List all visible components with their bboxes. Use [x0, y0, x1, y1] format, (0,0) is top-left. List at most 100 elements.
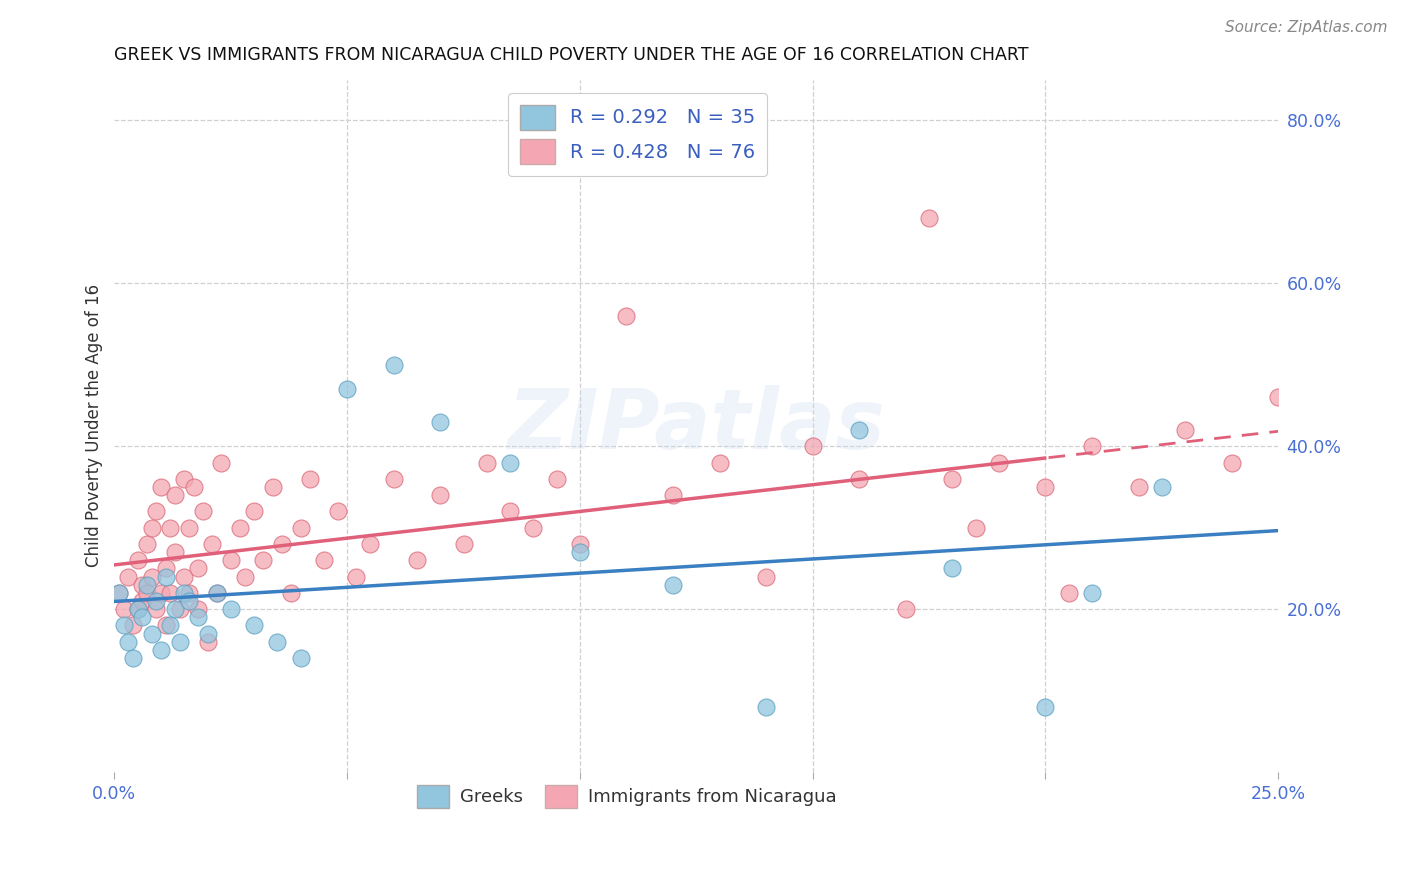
Point [987, 456, 1010, 470]
Point [406, 553, 429, 567]
Point [155, 569, 177, 583]
Point [290, 521, 312, 535]
Point [499, 456, 522, 470]
Point [298, 472, 321, 486]
Point [159, 586, 181, 600]
Point [346, 569, 368, 583]
Point [163, 545, 186, 559]
Point [243, 504, 266, 518]
Point [201, 537, 224, 551]
Point [662, 578, 685, 592]
Point [941, 472, 963, 486]
Point [1057, 586, 1080, 600]
Point [187, 602, 209, 616]
Point [941, 561, 963, 575]
Point [211, 456, 233, 470]
Point [141, 626, 163, 640]
Point [499, 504, 522, 518]
Point [616, 309, 638, 323]
Point [290, 651, 312, 665]
Point [453, 537, 475, 551]
Point [252, 553, 274, 567]
Point [108, 586, 131, 600]
Y-axis label: Child Poverty Under the Age of 16: Child Poverty Under the Age of 16 [86, 285, 103, 567]
Point [159, 618, 181, 632]
Point [177, 594, 200, 608]
Point [1128, 480, 1150, 494]
Point [271, 537, 294, 551]
Point [127, 602, 149, 616]
Point [709, 456, 731, 470]
Point [266, 634, 288, 648]
Point [122, 618, 145, 632]
Point [163, 602, 186, 616]
Point [191, 504, 214, 518]
Point [136, 586, 159, 600]
Point [141, 569, 163, 583]
Point [280, 586, 302, 600]
Point [546, 472, 568, 486]
Point [136, 537, 159, 551]
Point [187, 610, 209, 624]
Text: ZIPatlas: ZIPatlas [508, 385, 886, 467]
Point [262, 480, 284, 494]
Point [1150, 480, 1173, 494]
Point [1174, 423, 1197, 437]
Point [112, 618, 135, 632]
Point [568, 537, 591, 551]
Point [163, 488, 186, 502]
Point [169, 602, 191, 616]
Point [1220, 456, 1243, 470]
Point [197, 626, 219, 640]
Point [205, 586, 228, 600]
Point [205, 586, 228, 600]
Point [1081, 439, 1104, 453]
Point [145, 504, 167, 518]
Point [131, 610, 153, 624]
Point [1035, 480, 1057, 494]
Text: GREEK VS IMMIGRANTS FROM NICARAGUA CHILD POVERTY UNDER THE AGE OF 16 CORRELATION: GREEK VS IMMIGRANTS FROM NICARAGUA CHILD… [114, 46, 1029, 64]
Point [173, 472, 195, 486]
Point [1081, 586, 1104, 600]
Point [131, 578, 153, 592]
Point [522, 521, 544, 535]
Point [173, 569, 195, 583]
Point [169, 634, 191, 648]
Point [359, 537, 381, 551]
Point [183, 480, 205, 494]
Point [755, 569, 778, 583]
Point [141, 521, 163, 535]
Point [197, 634, 219, 648]
Point [382, 358, 405, 372]
Point [117, 569, 139, 583]
Point [848, 472, 870, 486]
Point [145, 602, 167, 616]
Point [108, 586, 131, 600]
Point [755, 699, 778, 714]
Point [429, 415, 451, 429]
Point [127, 553, 149, 567]
Point [662, 488, 685, 502]
Point [848, 423, 870, 437]
Point [127, 602, 149, 616]
Point [177, 586, 200, 600]
Point [131, 594, 153, 608]
Point [229, 521, 252, 535]
Point [177, 521, 200, 535]
Point [117, 634, 139, 648]
Point [233, 569, 256, 583]
Point [173, 586, 195, 600]
Point [145, 594, 167, 608]
Point [136, 578, 159, 592]
Point [155, 561, 177, 575]
Legend: Greeks, Immigrants from Nicaragua: Greeks, Immigrants from Nicaragua [409, 777, 844, 815]
Point [219, 602, 242, 616]
Text: Source: ZipAtlas.com: Source: ZipAtlas.com [1225, 20, 1388, 35]
Point [219, 553, 242, 567]
Point [159, 521, 181, 535]
Point [243, 618, 266, 632]
Point [1035, 699, 1057, 714]
Point [336, 382, 359, 396]
Point [312, 553, 335, 567]
Point [155, 618, 177, 632]
